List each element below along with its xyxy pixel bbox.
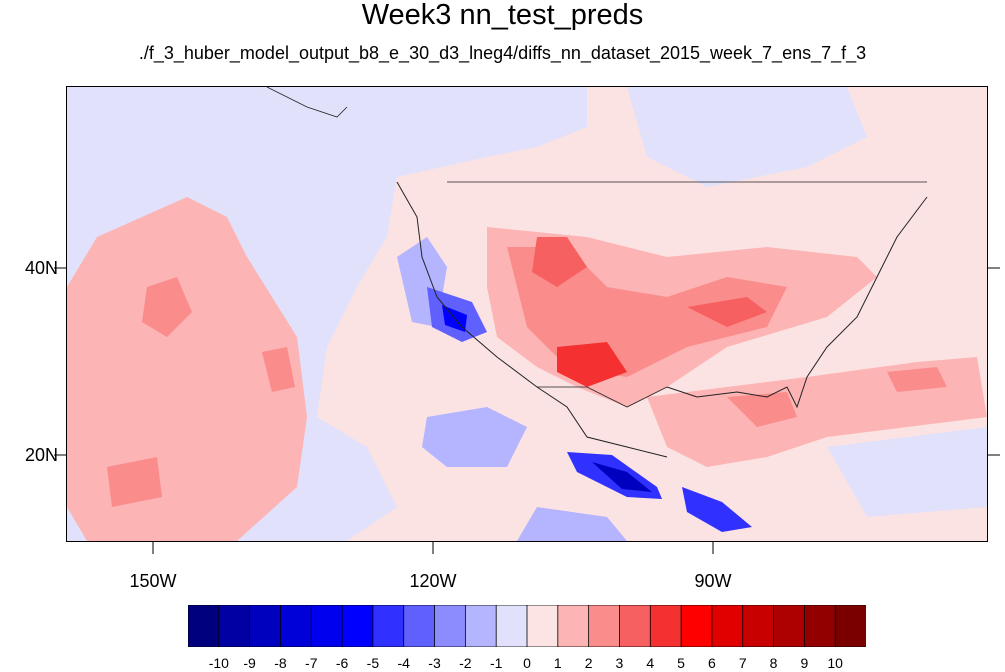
colorbar-box-10 — [495, 605, 528, 647]
colorbar-label: 2 — [584, 655, 593, 671]
colorbar-label: -1 — [489, 655, 503, 671]
colorbar-box-3 — [280, 605, 313, 647]
east-coastline — [666, 196, 928, 409]
colorbar-label: 8 — [769, 655, 778, 671]
colorbar-box-12 — [557, 605, 590, 647]
mexico-pacific-negative-2 — [682, 487, 752, 532]
x-label-90w: 90W — [694, 571, 732, 591]
colorbar-box-19 — [773, 605, 806, 647]
colorbar-label: 5 — [677, 655, 685, 671]
colorbar-box-21 — [834, 605, 866, 647]
colorbar-box-6 — [372, 605, 405, 647]
colorbar-label: 6 — [708, 655, 716, 671]
colorbar-label: -7 — [305, 655, 318, 671]
colorado-max — [532, 237, 587, 287]
southern-plains-max — [557, 342, 627, 387]
x-label-150w: 150W — [129, 571, 177, 591]
map-svg — [67, 87, 987, 541]
west-coastline — [396, 181, 668, 458]
colorbar-box-1 — [218, 605, 251, 647]
colorbar-label: -2 — [459, 655, 472, 671]
subtropical-cool-area — [422, 407, 527, 467]
colorbar-box-2 — [249, 605, 282, 647]
colorbar-box-16 — [680, 605, 713, 647]
gulf-positive-core — [727, 392, 797, 427]
colorbar-label: -5 — [366, 655, 380, 671]
y-label-20n: 20N — [24, 445, 58, 465]
colorbar-box-9 — [464, 605, 498, 647]
colorbar-box-17 — [711, 605, 744, 647]
atlantic-positive-core — [887, 367, 947, 392]
chart-subtitle: ./f_3_huber_model_output_b8_e_30_d3_lneg… — [138, 43, 867, 63]
colorbar-label: 7 — [738, 655, 747, 671]
map-plot-area — [66, 86, 988, 542]
central-us-positive-mid — [507, 247, 787, 377]
colorbar-label: 3 — [615, 655, 624, 671]
pacific-warm-core-2 — [262, 347, 295, 392]
colorbar-label: 9 — [800, 655, 809, 671]
colorbar-label: -3 — [428, 655, 441, 671]
colorbar-box-15 — [649, 605, 682, 647]
southern-cool-area — [517, 507, 627, 541]
colorbar-box-13 — [588, 605, 621, 647]
x-label-120w: 120W — [409, 571, 457, 591]
colorbar-label: 0 — [523, 655, 531, 671]
colorbar-label: 4 — [646, 655, 655, 671]
colorbar-box-11 — [526, 605, 559, 647]
caribbean-cool-zone — [827, 427, 987, 517]
pacific-warm-core-1 — [142, 277, 192, 337]
colorbar-labels: -10 -9 -8 -7 -6 -5 -4 -3 -2 -1 0 1 2 3 4 5 6 7 8 9 10 — [0, 655, 1005, 671]
colorbar-box-7 — [403, 605, 436, 647]
ohio-valley-max — [687, 297, 767, 327]
colorbar-label: 1 — [553, 655, 562, 671]
colorbar-box-8 — [434, 605, 467, 647]
north-pacific-cool-zone — [67, 87, 427, 167]
mexico-pacific-negative-core — [592, 462, 652, 492]
colorbar-box-14 — [619, 605, 652, 647]
colorbar-box-0 — [188, 605, 220, 647]
colorbar-label: -6 — [335, 655, 349, 671]
chart-title: Week3 nn_test_preds — [361, 0, 644, 31]
y-label-40n: 40N — [24, 258, 58, 278]
colorbar-svg — [188, 605, 866, 647]
colorbar-box-18 — [742, 605, 775, 647]
alaska-coast — [266, 87, 348, 118]
canada-cool-zone — [627, 87, 867, 187]
mexico-border — [537, 386, 668, 408]
colorbar-label: -9 — [243, 655, 256, 671]
colorbar-label: -4 — [397, 655, 410, 671]
pacific-warm-blob — [67, 197, 307, 541]
colorbar-label: 10 — [827, 655, 843, 671]
colorbar-box-4 — [310, 605, 343, 647]
colorbar-label: -10 — [208, 655, 229, 671]
colorbar-box-20 — [803, 605, 837, 647]
colorbar-label: -8 — [274, 655, 287, 671]
colorbar-box-5 — [341, 605, 374, 647]
pacific-warm-core-3 — [107, 457, 162, 507]
colorbar — [188, 605, 866, 647]
